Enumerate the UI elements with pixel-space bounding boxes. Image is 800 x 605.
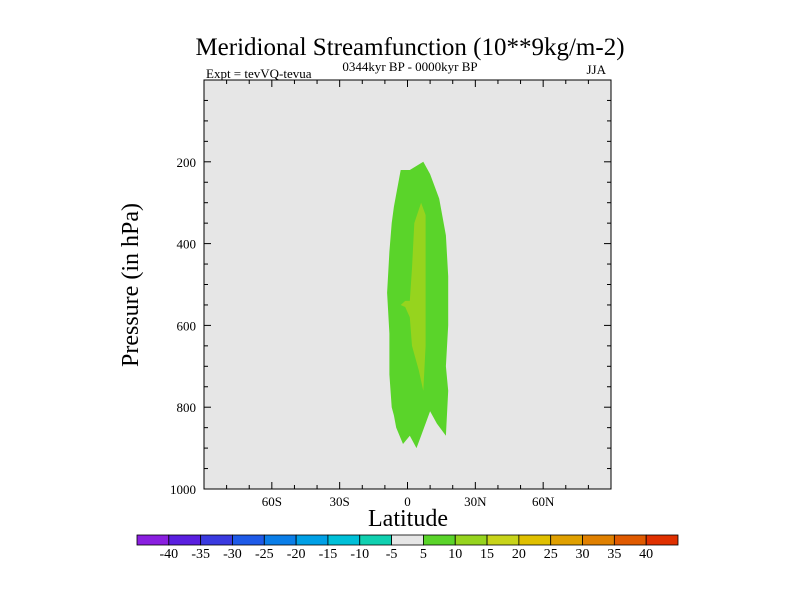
y-tick-label: 600	[177, 318, 197, 333]
colorbar-label: -20	[287, 547, 306, 562]
y-tick-label: 1000	[170, 482, 196, 497]
y-axis-title: Pressure (in hPa)	[118, 203, 144, 367]
colorbar-label: -10	[350, 547, 369, 562]
y-tick-label: 400	[177, 237, 197, 252]
colorbar-label: -15	[319, 547, 338, 562]
colorbar-box	[582, 534, 615, 546]
experiment-label: Expt = tevVQ-tevua	[206, 66, 312, 81]
colorbar-label: 35	[607, 547, 621, 562]
colorbar-label: 30	[576, 547, 590, 562]
x-tick-label: 60S	[262, 494, 282, 509]
colorbar-label: -25	[255, 547, 274, 562]
colorbar: -40 -35 -30 -25 -20 -15 -10 -5 5 10 15 20 25 30 35 40	[136, 534, 679, 562]
colorbar-box	[327, 534, 361, 546]
colorbar-label: 40	[639, 547, 653, 562]
contour-fills	[387, 161, 449, 449]
season-label: JJA	[586, 62, 606, 77]
x-tick-label: 30N	[464, 494, 487, 509]
colorbar-label: 5	[420, 547, 427, 562]
colorbar-box	[550, 534, 583, 546]
x-tick-label: 0	[404, 494, 411, 509]
colorbar-label: -40	[159, 547, 178, 562]
colorbar-box	[295, 534, 329, 546]
colorbar-label: 10	[448, 547, 462, 562]
colorbar-box	[486, 534, 520, 546]
colorbar-box	[263, 534, 297, 546]
colorbar-box	[359, 534, 392, 546]
colorbar-label: 25	[544, 547, 558, 562]
axis-ticks: 60S 30S 0 30N 60N 200 400 600 800 1000	[170, 80, 611, 509]
chart-title: Meridional Streamfunction (10**9kg/m-2)	[195, 34, 624, 61]
colorbar-box	[423, 534, 456, 546]
contour-fill-1	[400, 202, 426, 391]
colorbar-box	[136, 534, 170, 546]
x-tick-label: 60N	[532, 494, 555, 509]
colorbar-label: 15	[480, 547, 494, 562]
time-range-label: 0344kyr BP - 0000kyr BP	[342, 59, 477, 74]
colorbar-label: -35	[191, 547, 210, 562]
colorbar-box	[200, 534, 233, 546]
colorbar-box	[168, 534, 202, 546]
colorbar-box	[518, 534, 552, 546]
colorbar-box	[645, 534, 679, 546]
colorbar-label: -5	[386, 547, 398, 562]
colorbar-label: -30	[223, 547, 242, 562]
colorbar-box	[232, 534, 265, 546]
colorbar-box	[454, 534, 488, 546]
x-tick-label: 30S	[330, 494, 350, 509]
y-tick-label: 200	[177, 155, 197, 170]
colorbar-label: 20	[512, 547, 526, 562]
y-tick-label: 800	[177, 400, 197, 415]
colorbar-box	[613, 534, 647, 546]
x-axis-title: Latitude	[368, 506, 448, 532]
colorbar-box	[391, 534, 424, 546]
